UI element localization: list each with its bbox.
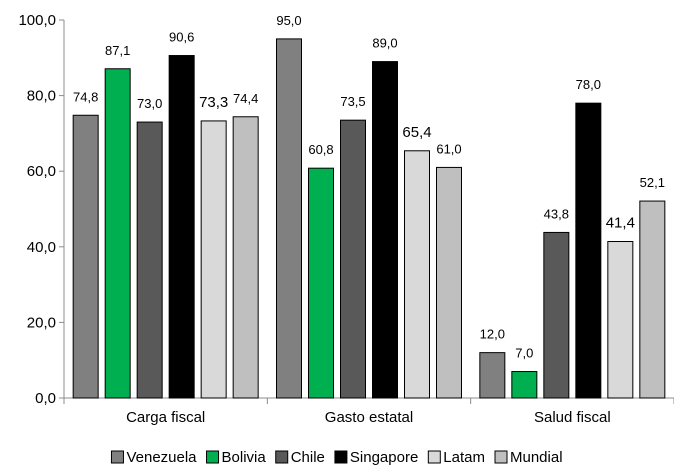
data-label: 73,3 bbox=[199, 94, 228, 111]
legend-label-chile: Chile bbox=[291, 449, 325, 466]
bar-latam-salud-fiscal bbox=[607, 241, 634, 399]
data-label: 52,1 bbox=[640, 175, 665, 190]
y-tick-label: 40,0 bbox=[27, 239, 56, 256]
y-tick-label: 0,0 bbox=[35, 390, 56, 407]
bar-venezuela-gasto-estatal bbox=[276, 38, 302, 399]
bars bbox=[72, 38, 666, 399]
data-label: 89,0 bbox=[372, 36, 397, 51]
bar-latam-carga-fiscal bbox=[200, 120, 227, 399]
legend-label-mundial: Mundial bbox=[510, 449, 563, 466]
legend-label-singapore: Singapore bbox=[350, 449, 418, 466]
bar-venezuela-carga-fiscal bbox=[72, 114, 99, 399]
bar-chile-salud-fiscal bbox=[543, 231, 570, 399]
bar-bolivia-carga-fiscal bbox=[104, 68, 131, 399]
data-label: 65,4 bbox=[402, 124, 431, 141]
legend-label-bolivia: Bolivia bbox=[222, 449, 267, 466]
data-label: 78,0 bbox=[576, 77, 601, 92]
legend-label-latam: Latam bbox=[443, 449, 485, 466]
data-label: 95,0 bbox=[276, 13, 301, 28]
legend: Venezuela Bolivia Chile Singapore Latam Mundi… bbox=[110, 449, 563, 466]
legend-swatch-venezuela bbox=[110, 450, 124, 464]
data-label: 87,1 bbox=[105, 43, 130, 58]
bar-singapore-salud-fiscal bbox=[575, 102, 602, 399]
data-label: 7,0 bbox=[515, 346, 533, 361]
x-tick-label: Carga fiscal bbox=[126, 409, 205, 426]
legend-label-venezuela: Venezuela bbox=[126, 449, 197, 466]
bar-mundial-gasto-estatal bbox=[436, 166, 462, 399]
bar-bolivia-gasto-estatal bbox=[308, 167, 334, 399]
data-label: 41,4 bbox=[606, 215, 635, 232]
bar-singapore-gasto-estatal bbox=[372, 61, 398, 399]
legend-swatch-mundial bbox=[494, 450, 508, 464]
bar-chile-carga-fiscal bbox=[136, 121, 163, 399]
bar-latam-gasto-estatal bbox=[404, 150, 430, 399]
y-tick-label: 80,0 bbox=[27, 88, 56, 105]
legend-swatch-chile bbox=[275, 450, 289, 464]
bar-chile-gasto-estatal bbox=[340, 119, 366, 399]
data-label: 74,4 bbox=[233, 91, 258, 106]
bar-bolivia-salud-fiscal bbox=[511, 371, 538, 399]
data-label: 61,0 bbox=[436, 141, 461, 156]
bar-mundial-salud-fiscal bbox=[639, 200, 666, 399]
data-label: 90,6 bbox=[169, 30, 194, 45]
y-axis: 0,0 20,0 40,0 60,0 80,0 100,0 bbox=[18, 12, 65, 407]
legend-swatch-singapore bbox=[334, 450, 348, 464]
x-tick-label: Salud fiscal bbox=[534, 409, 611, 426]
legend-swatch-latam bbox=[427, 450, 441, 464]
data-label: 12,0 bbox=[480, 327, 505, 342]
data-label: 73,5 bbox=[340, 94, 365, 109]
data-label: 43,8 bbox=[544, 206, 569, 221]
legend-swatch-bolivia bbox=[206, 450, 220, 464]
x-tick-label: Gasto estatal bbox=[325, 409, 413, 426]
y-tick-label: 100,0 bbox=[18, 12, 56, 29]
x-axis: Carga fiscal Gasto estatal Salud fiscal bbox=[63, 397, 674, 426]
data-label: 74,8 bbox=[73, 89, 98, 104]
y-tick-label: 60,0 bbox=[27, 163, 56, 180]
bar-mundial-carga-fiscal bbox=[232, 116, 259, 399]
y-tick-label: 20,0 bbox=[27, 314, 56, 331]
data-label: 73,0 bbox=[137, 96, 162, 111]
data-labels: 74,8 87,1 73,0 90,6 73,3 74,4 95,0 60,8 73,5 89,0… bbox=[73, 13, 665, 361]
bar-venezuela-salud-fiscal bbox=[479, 352, 506, 399]
bar-singapore-carga-fiscal bbox=[168, 55, 195, 399]
data-label: 60,8 bbox=[308, 142, 333, 157]
